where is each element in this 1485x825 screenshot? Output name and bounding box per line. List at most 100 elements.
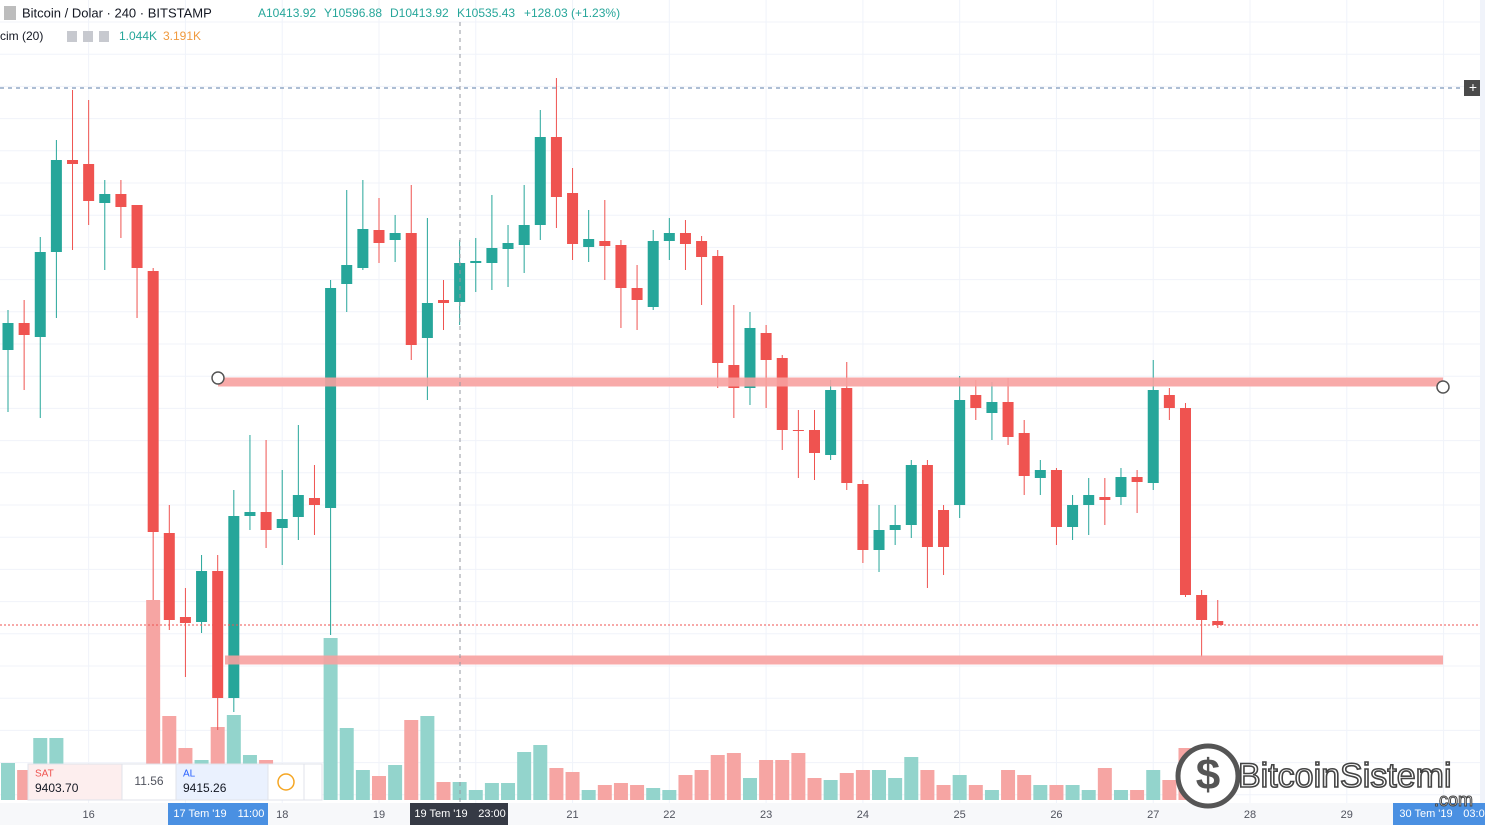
volume-bar: [404, 720, 419, 800]
volume-bar: [662, 790, 677, 800]
candle-body: [744, 328, 756, 388]
indicator-value: 1.044K: [119, 29, 157, 43]
candle-body: [938, 510, 950, 547]
volume-bar: [1017, 775, 1032, 800]
candle-body: [308, 498, 320, 505]
candle-body: [1147, 390, 1159, 483]
indicator-button[interactable]: [99, 31, 109, 42]
ohlc-change: +128.03 (+1.23%): [524, 6, 620, 20]
logo-ring: [1175, 743, 1241, 809]
volume-bar: [968, 785, 983, 800]
volume-bar: [1146, 770, 1161, 800]
crosshair-time: 23:00: [478, 808, 506, 820]
buy-button[interactable]: [175, 763, 269, 801]
candle-body: [454, 263, 466, 302]
x-labels: 16 18 19 21 22 23 24 25 26 27 28 29: [83, 809, 1353, 821]
volume-bar: [1049, 785, 1064, 800]
candle-body: [615, 245, 627, 288]
candle-body: [147, 271, 159, 532]
candle-body: [1083, 495, 1095, 505]
candle-body: [276, 519, 288, 528]
x-axis: [0, 803, 1485, 825]
indicator-name[interactable]: cim (20): [0, 29, 43, 43]
volume-bar: [823, 780, 838, 800]
indicator-value: 3.191K: [163, 29, 201, 43]
volume-bar: [791, 753, 806, 800]
candle-body: [341, 265, 353, 284]
volume-bar: [517, 752, 532, 800]
candle-body: [873, 530, 885, 550]
candle-body: [712, 256, 724, 363]
crosshair-time: 03:0: [1463, 808, 1484, 820]
info-box[interactable]: [267, 763, 305, 801]
ohlc-low: D10413.92: [390, 6, 449, 20]
info-icon: [277, 773, 295, 791]
candle-body: [18, 323, 30, 335]
x-tick-label: 21: [566, 809, 578, 821]
ohlc-high: Y10596.88: [324, 6, 382, 20]
x-tick-label: 29: [1341, 809, 1353, 821]
candle-body: [67, 160, 79, 164]
volume-bar: [565, 772, 580, 800]
volume-bar: [855, 770, 870, 800]
x-tick-label: 18: [276, 809, 288, 821]
volume-bar: [920, 770, 935, 800]
spread-box: [121, 763, 177, 801]
candle-body: [438, 300, 450, 303]
candle-body: [728, 365, 740, 388]
drawing-handle[interactable]: [211, 371, 225, 385]
volume-bar: [1033, 785, 1048, 800]
volume-bar: [339, 728, 354, 800]
candle-body: [921, 465, 933, 547]
candle-body: [357, 229, 369, 268]
volume-bar: [581, 790, 596, 800]
volume-bar: [468, 790, 483, 800]
candle-body: [1163, 395, 1175, 408]
volume-bar: [952, 775, 967, 800]
candle-body: [825, 390, 837, 455]
indicator-button[interactable]: [67, 31, 77, 42]
volume-bar: [1113, 790, 1128, 800]
volume-bar: [839, 773, 854, 800]
candle-body: [502, 243, 514, 249]
candle-body: [1034, 470, 1046, 478]
candle-body: [470, 261, 482, 263]
x-tick-label: 24: [857, 809, 869, 821]
candle-body: [196, 571, 208, 622]
volume-bar: [1162, 780, 1177, 800]
qty-buttons[interactable]: [303, 763, 323, 801]
volume-bar: [1, 763, 15, 800]
x-tick-label: 25: [954, 809, 966, 821]
volume-bar: [1001, 770, 1016, 800]
volume-bar: [694, 770, 709, 800]
candle-body: [954, 400, 966, 505]
candle-body: [50, 160, 62, 252]
symbol[interactable]: Bitcoin / Dolar · 240 · BITSTAMP: [22, 5, 212, 20]
volume-bar: [775, 760, 790, 800]
volume-bar: [646, 788, 661, 800]
candle-body: [83, 164, 95, 201]
volume-bar: [436, 782, 451, 800]
candle-body: [1179, 408, 1191, 595]
ohlc-close: K10535.43: [457, 6, 515, 20]
candle-body: [115, 194, 127, 207]
volume-bar: [710, 755, 725, 800]
candle-body: [647, 241, 659, 307]
drawing-handle[interactable]: [1436, 380, 1450, 394]
add-button[interactable]: [1464, 80, 1482, 96]
volume-bar: [355, 770, 370, 800]
candle-body: [760, 333, 772, 360]
volume-bar: [936, 785, 951, 800]
volume-bar: [388, 765, 403, 800]
volume-bar: [984, 790, 999, 800]
candle-body: [841, 388, 853, 483]
ohlc-open: A10413.92: [258, 6, 316, 20]
volume-bar: [888, 778, 903, 800]
indicator-button[interactable]: [83, 31, 93, 42]
price-pane: [2, 78, 1224, 730]
volume-bar: [630, 785, 645, 800]
candle-body: [1131, 477, 1143, 482]
volume-bar: [613, 783, 628, 800]
volume-bar: [484, 783, 499, 800]
